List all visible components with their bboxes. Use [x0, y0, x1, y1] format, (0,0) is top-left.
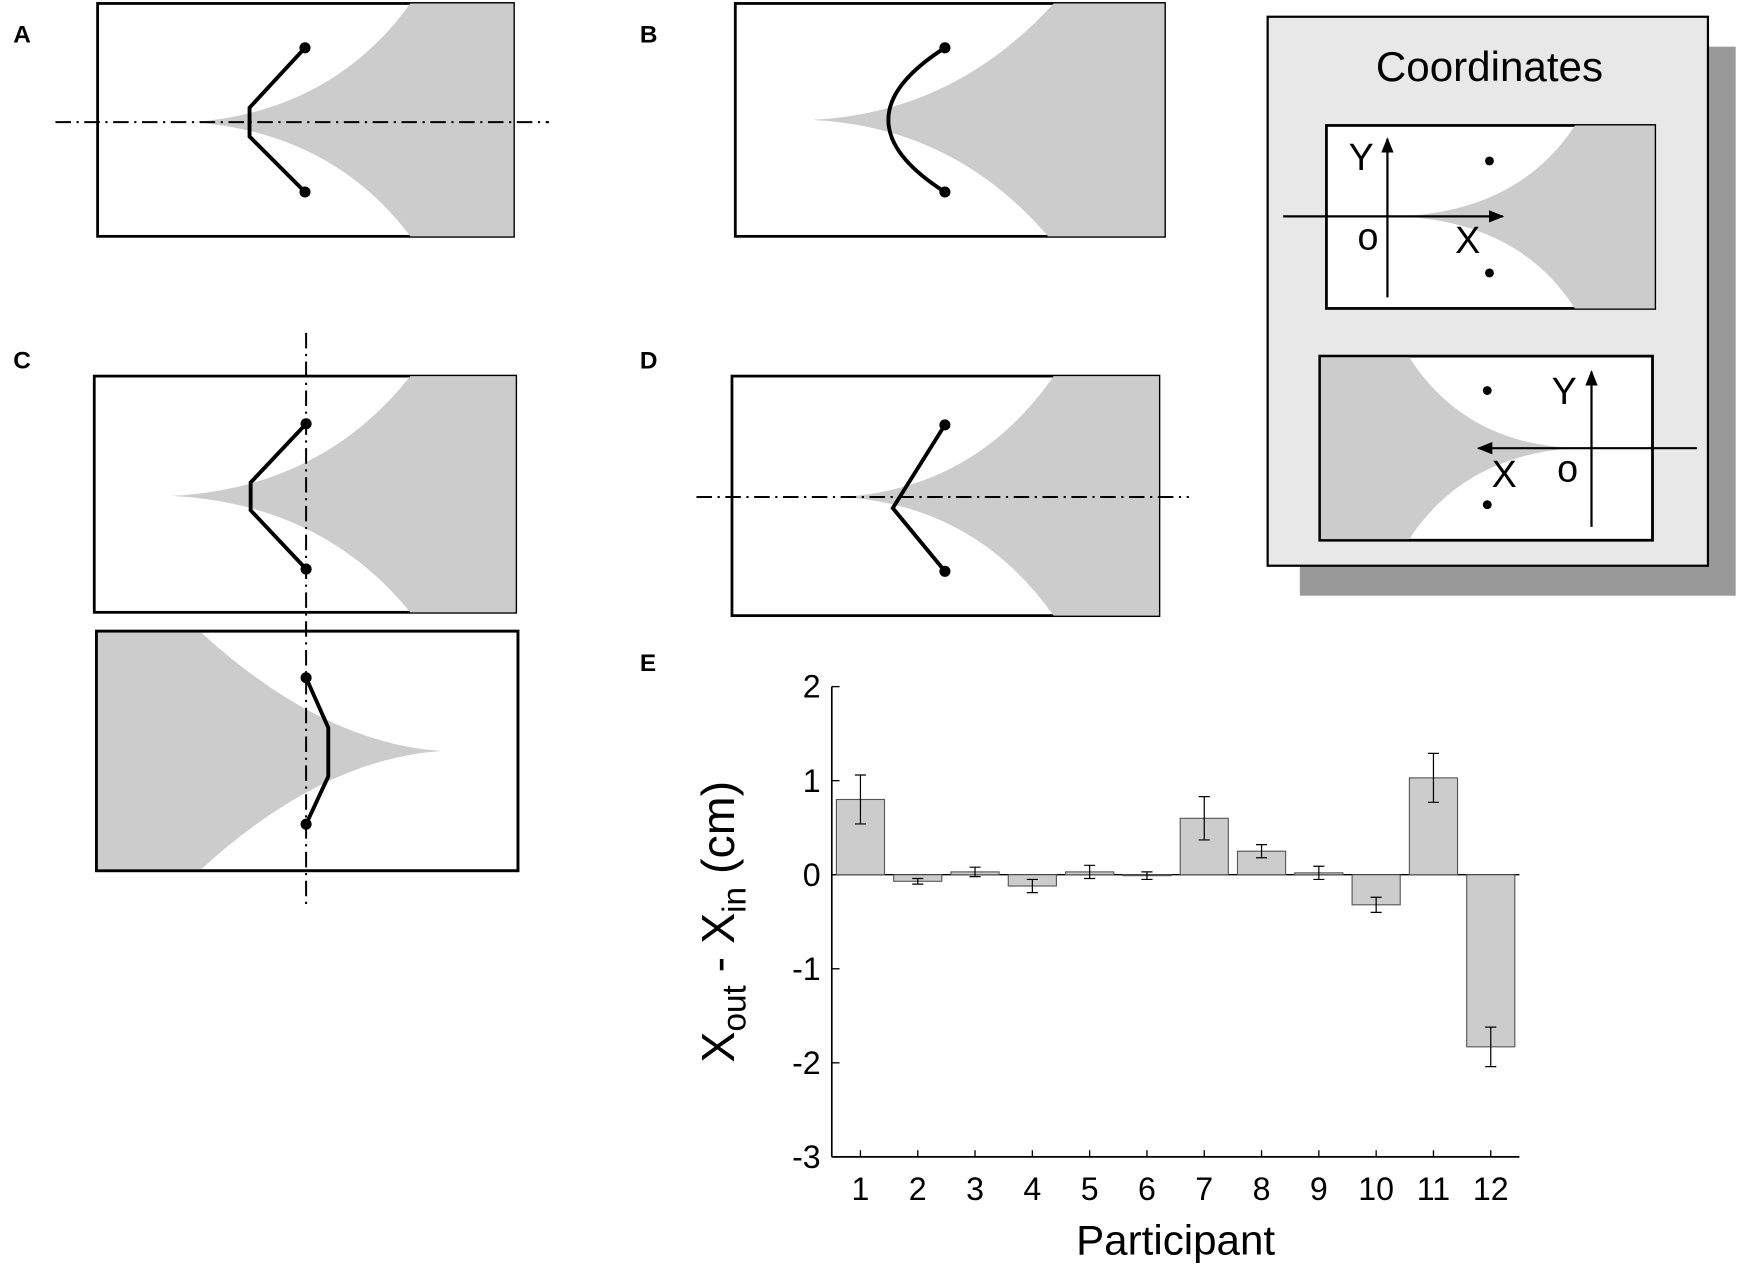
x-tick-label: 6 [1138, 1171, 1156, 1207]
shape [248, 422, 308, 571]
panel-label: C [13, 347, 31, 374]
x-tick-label: 10 [1358, 1171, 1394, 1207]
axis-label: X [1455, 219, 1480, 261]
region [96, 631, 442, 871]
y-axis-label-part: - X [692, 913, 744, 985]
dot [1482, 500, 1492, 510]
error-bar [1026, 878, 1038, 894]
coordinates-box: Coordinates Y o X Y o X [1266, 15, 1736, 596]
x-tick-label: 5 [1081, 1171, 1099, 1207]
error-bar [912, 877, 924, 885]
region [171, 376, 516, 613]
panel-e: E 210-1-2-31 2 3 4 5 6 7 8 9 10 11 12ParticipantXou… [640, 650, 1520, 1263]
region [194, 3, 514, 237]
frame [95, 629, 520, 873]
panel-label: E [640, 650, 656, 677]
y-axis-label-sub: out [716, 985, 753, 1031]
dot [939, 186, 951, 198]
error-bar [1370, 896, 1382, 913]
y-tick-label: -3 [792, 1139, 821, 1175]
axis-label: Y [1552, 370, 1577, 412]
panel-label: D [640, 347, 658, 374]
dot [300, 672, 312, 684]
y-axis-label: Xout - Xin (cm) [692, 781, 753, 1063]
error-bar [969, 866, 981, 878]
panel-label: A [13, 21, 31, 48]
box-title: Coordinates [1376, 43, 1603, 90]
origin-label: o [1557, 447, 1578, 489]
shape [890, 423, 947, 573]
dot [939, 42, 951, 54]
panel-b: B [640, 2, 1166, 238]
x-tick-label: 8 [1253, 1171, 1271, 1207]
x-tick-label: 3 [966, 1171, 984, 1207]
y-tick-label: 2 [803, 669, 821, 705]
error-bar [1485, 1026, 1497, 1068]
shape [886, 46, 946, 194]
dot [299, 186, 311, 198]
axis-label: X [1492, 453, 1517, 495]
x-tick-label: 9 [1310, 1171, 1328, 1207]
shape [304, 676, 331, 825]
error-bar [1141, 871, 1153, 881]
dot [299, 42, 311, 54]
panel-d: D [640, 347, 1189, 618]
region [811, 3, 1165, 237]
region [1319, 356, 1575, 541]
x-axis-label: Participant [1076, 1216, 1275, 1263]
x-tick-label: 4 [1023, 1171, 1041, 1207]
y-tick-label: 1 [803, 763, 821, 799]
error-bar [854, 774, 866, 825]
error-bar [1084, 864, 1096, 880]
error-bar [1313, 865, 1325, 881]
panel-a: A [13, 2, 549, 238]
x-tick-label: 11 [1417, 1171, 1450, 1207]
y-tick-label: 0 [803, 857, 821, 893]
y-axis-label-sub: in [716, 887, 753, 913]
x-tick-label: 12 [1473, 1171, 1509, 1207]
panel-c: C [13, 332, 520, 905]
dot [1482, 386, 1492, 395]
error-bar [1427, 752, 1440, 803]
x-tick-label: 7 [1195, 1171, 1213, 1207]
dot [1485, 156, 1494, 166]
y-axis-label-part: X [692, 1032, 744, 1063]
dot [939, 419, 951, 431]
region [842, 376, 1159, 616]
bar [1466, 874, 1516, 1048]
y-axis-label-part: (cm) [692, 781, 744, 887]
x-tick-label: 1 [851, 1171, 869, 1207]
y-tick-label: -2 [792, 1045, 821, 1081]
x-tick-label: 2 [909, 1171, 927, 1207]
dot [300, 818, 312, 830]
dot [1485, 268, 1494, 278]
panel-label: B [640, 21, 658, 48]
error-bar [1256, 844, 1268, 859]
dot [300, 563, 312, 575]
error-bar [1198, 796, 1210, 841]
origin-label: o [1357, 216, 1378, 258]
axis-label: Y [1349, 136, 1374, 178]
shape [247, 46, 307, 194]
dot [300, 418, 312, 430]
y-tick-label: -1 [792, 951, 821, 987]
dot [939, 565, 951, 577]
region [1399, 125, 1655, 309]
